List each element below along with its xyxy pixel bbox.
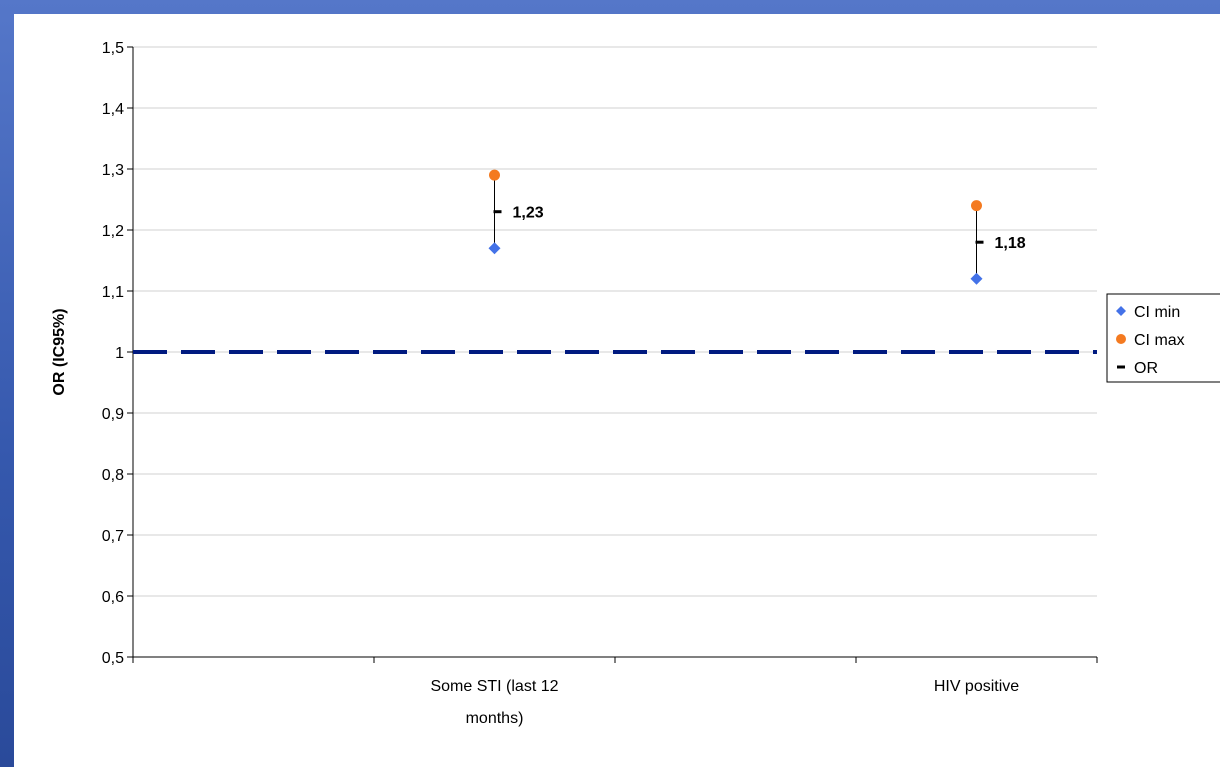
legend-label: CI min [1134, 304, 1180, 321]
error-bars [494, 175, 977, 279]
y-tick-label: 1,5 [102, 40, 124, 57]
y-tick-label: 0,6 [102, 589, 124, 606]
or-data-label: 1,18 [995, 235, 1026, 252]
x-ticks [132, 657, 1098, 663]
ci-max-point [971, 200, 982, 212]
legend-label: OR [1134, 360, 1158, 377]
y-tick-label: 0,9 [102, 406, 124, 423]
y-tick-labels: 0,5 0,6 0,7 0,8 0,9 1 1,1 1,2 1,3 1,4 1,5 [102, 40, 133, 667]
legend-marker-ci-max [1116, 334, 1126, 344]
y-axis-title: OR (IC95%) [51, 308, 68, 395]
legend-label: CI max [1134, 332, 1185, 349]
x-category-label: Some STI (last 12 [430, 678, 558, 695]
y-tick-label: 0,7 [102, 528, 124, 545]
y-tick-label: 0,5 [102, 650, 124, 667]
ci-max-point [489, 169, 500, 181]
or-ci-chart: 0,5 0,6 0,7 0,8 0,9 1 1,1 1,2 1,3 1,4 1,5 1,23 1,18… [51, 40, 1220, 727]
y-tick-label: 0,8 [102, 467, 124, 484]
gridlines [133, 46, 1097, 597]
y-tick-label: 1,2 [102, 223, 124, 240]
y-tick-label: 1,4 [102, 101, 124, 118]
legend: CI min CI max OR [1106, 293, 1220, 383]
legend-marker-ci-min [1116, 306, 1126, 316]
ci-min-point [488, 242, 501, 255]
category-labels: Some STI (last 12 months) HIV positive [430, 678, 1019, 727]
y-tick-label: 1,3 [102, 162, 124, 179]
or-data-label: 1,23 [513, 205, 544, 222]
chart-panel: 0,5 0,6 0,7 0,8 0,9 1 1,1 1,2 1,3 1,4 1,5 1,23 1,18… [14, 14, 1220, 767]
data-points: 1,23 1,18 [488, 169, 1026, 285]
y-tick-label: 1,1 [102, 284, 124, 301]
y-tick-label: 1 [115, 345, 124, 362]
x-category-label: HIV positive [934, 678, 1019, 695]
ci-min-point [970, 272, 983, 285]
x-category-label: months) [466, 710, 524, 727]
